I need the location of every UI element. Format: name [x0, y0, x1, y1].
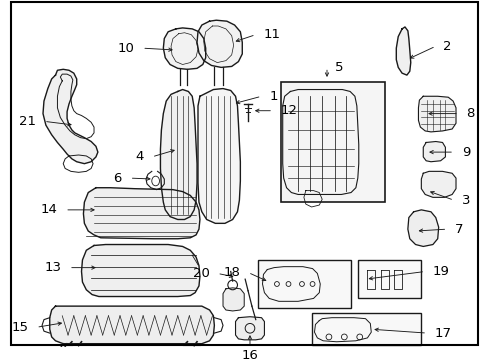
Polygon shape	[163, 28, 205, 69]
Polygon shape	[423, 141, 445, 162]
Text: 3: 3	[461, 194, 469, 207]
Bar	[311, 313, 421, 345]
Bar	[257, 260, 350, 308]
Text: 7: 7	[454, 222, 463, 236]
Text: 4: 4	[136, 150, 144, 163]
Text: 9: 9	[461, 145, 469, 159]
Polygon shape	[223, 288, 244, 311]
Polygon shape	[83, 188, 200, 239]
Text: 10: 10	[117, 42, 134, 55]
Polygon shape	[160, 90, 197, 220]
Text: 6: 6	[113, 172, 122, 185]
Text: 21: 21	[19, 115, 36, 128]
Polygon shape	[43, 69, 98, 164]
Polygon shape	[197, 20, 242, 67]
Polygon shape	[198, 89, 240, 223]
Bar	[280, 82, 384, 202]
Text: 5: 5	[334, 61, 343, 74]
Bar	[357, 260, 421, 298]
Text: 14: 14	[41, 203, 57, 216]
Text: 1: 1	[269, 90, 277, 103]
Polygon shape	[418, 96, 455, 132]
Text: 18: 18	[223, 266, 240, 279]
Text: 20: 20	[192, 267, 209, 280]
Polygon shape	[395, 27, 410, 75]
Polygon shape	[50, 306, 214, 344]
Text: 11: 11	[263, 28, 280, 41]
Polygon shape	[407, 210, 438, 247]
Polygon shape	[81, 244, 200, 297]
Polygon shape	[421, 171, 455, 197]
Text: 19: 19	[432, 265, 449, 278]
Text: 15: 15	[12, 321, 28, 334]
Text: 13: 13	[44, 261, 61, 274]
Text: 8: 8	[466, 107, 474, 120]
Text: 17: 17	[434, 327, 451, 339]
Polygon shape	[235, 317, 264, 340]
Text: 2: 2	[443, 40, 451, 53]
Text: 12: 12	[280, 104, 297, 117]
Text: 16: 16	[241, 349, 258, 360]
